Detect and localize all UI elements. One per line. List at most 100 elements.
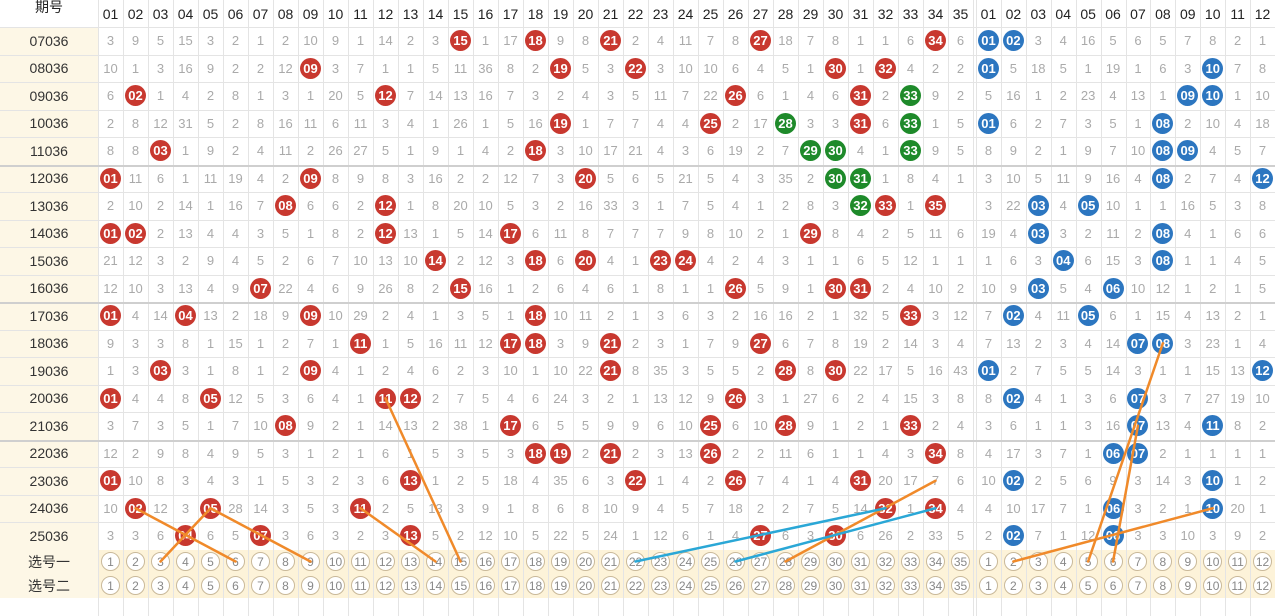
pick-cell[interactable]: 14	[423, 550, 448, 574]
pick-cell[interactable]: 6	[223, 574, 248, 598]
pick-cell[interactable]: 6	[1101, 574, 1126, 598]
pick-cell[interactable]: 22	[623, 574, 648, 598]
pick-number-button[interactable]: 6	[226, 552, 245, 571]
pick-cell[interactable]: 9	[298, 574, 323, 598]
pick-number-button[interactable]: 6	[1103, 552, 1123, 571]
pick-number-button[interactable]: 10	[326, 576, 345, 595]
pick-cell[interactable]: 9	[1175, 550, 1200, 574]
pick-number-button[interactable]: 33	[901, 576, 920, 595]
pick-number-button[interactable]: 3	[151, 552, 170, 571]
pick-number-button[interactable]: 16	[476, 552, 495, 571]
pick-number-button[interactable]: 32	[876, 552, 895, 571]
pick-number-button[interactable]: 35	[951, 576, 970, 595]
pick-number-button[interactable]: 4	[176, 576, 195, 595]
pick-cell[interactable]: 16	[473, 574, 498, 598]
pick-cell[interactable]: 11	[1225, 574, 1250, 598]
pick-cell[interactable]: 11	[348, 574, 373, 598]
pick-number-button[interactable]: 25	[701, 552, 720, 571]
pick-cell[interactable]: 1	[976, 550, 1001, 574]
pick-cell[interactable]: 8	[1150, 550, 1175, 574]
pick-number-button[interactable]: 5	[201, 552, 220, 571]
pick-number-button[interactable]: 4	[176, 552, 195, 571]
pick-number-button[interactable]: 9	[301, 552, 320, 571]
pick-number-button[interactable]: 3	[151, 576, 170, 595]
pick-number-button[interactable]: 1	[978, 552, 998, 571]
pick-cell[interactable]: 12	[373, 574, 398, 598]
pick-number-button[interactable]: 7	[1128, 576, 1148, 595]
pick-number-button[interactable]: 13	[401, 552, 420, 571]
pick-number-button[interactable]: 10	[1203, 576, 1223, 595]
pick-cell[interactable]: 5	[198, 574, 223, 598]
pick-number-button[interactable]: 7	[251, 576, 270, 595]
pick-number-button[interactable]: 5	[1078, 576, 1098, 595]
pick-cell[interactable]: 3	[148, 574, 173, 598]
pick-number-button[interactable]: 9	[1178, 552, 1198, 571]
pick-number-button[interactable]: 24	[676, 576, 695, 595]
pick-cell[interactable]: 6	[1101, 550, 1126, 574]
pick-number-button[interactable]: 34	[926, 576, 945, 595]
pick-number-button[interactable]: 3	[1028, 576, 1048, 595]
pick-cell[interactable]: 19	[548, 574, 573, 598]
pick-number-button[interactable]: 35	[951, 552, 970, 571]
pick-cell[interactable]: 10	[323, 574, 348, 598]
pick-number-button[interactable]: 25	[701, 576, 720, 595]
pick-cell[interactable]: 27	[748, 574, 773, 598]
pick-cell[interactable]: 7	[248, 550, 273, 574]
pick-cell[interactable]: 3	[1026, 574, 1051, 598]
pick-number-button[interactable]: 11	[351, 576, 370, 595]
pick-cell[interactable]: 3	[148, 550, 173, 574]
pick-cell[interactable]: 4	[1051, 574, 1076, 598]
pick-cell[interactable]: 19	[548, 550, 573, 574]
pick-cell[interactable]: 5	[1076, 574, 1101, 598]
pick-number-button[interactable]: 10	[326, 552, 345, 571]
pick-number-button[interactable]: 31	[851, 576, 870, 595]
pick-number-button[interactable]: 7	[251, 552, 270, 571]
pick-cell[interactable]: 4	[173, 574, 198, 598]
pick-number-button[interactable]: 22	[626, 576, 645, 595]
pick-number-button[interactable]: 10	[1203, 552, 1223, 571]
pick-cell[interactable]: 13	[398, 550, 423, 574]
pick-number-button[interactable]: 17	[501, 576, 520, 595]
pick-cell[interactable]: 2	[1001, 550, 1026, 574]
pick-cell[interactable]: 7	[1126, 574, 1151, 598]
pick-number-button[interactable]: 1	[101, 576, 120, 595]
pick-number-button[interactable]: 13	[401, 576, 420, 595]
pick-number-button[interactable]: 12	[376, 552, 395, 571]
pick-cell[interactable]: 18	[523, 574, 548, 598]
pick-cell[interactable]: 18	[523, 550, 548, 574]
pick-cell[interactable]: 20	[573, 550, 598, 574]
pick-number-button[interactable]: 21	[601, 576, 620, 595]
pick-number-button[interactable]: 15	[451, 552, 470, 571]
pick-number-button[interactable]: 22	[626, 552, 645, 571]
pick-number-button[interactable]: 24	[676, 552, 695, 571]
pick-cell[interactable]: 35	[948, 574, 973, 598]
pick-number-button[interactable]: 12	[1253, 552, 1273, 571]
pick-cell[interactable]: 8	[273, 574, 298, 598]
pick-cell[interactable]: 33	[898, 574, 923, 598]
pick-number-button[interactable]: 21	[601, 552, 620, 571]
pick-number-button[interactable]: 8	[1153, 576, 1173, 595]
pick-number-button[interactable]: 23	[651, 576, 670, 595]
pick-number-button[interactable]: 7	[1128, 552, 1148, 571]
pick-number-button[interactable]: 27	[751, 552, 770, 571]
pick-number-button[interactable]: 4	[1053, 576, 1073, 595]
pick-cell[interactable]: 4	[1051, 550, 1076, 574]
pick-cell[interactable]: 6	[223, 550, 248, 574]
pick-number-button[interactable]: 2	[126, 552, 145, 571]
pick-number-button[interactable]: 28	[776, 576, 795, 595]
pick-cell[interactable]: 17	[498, 550, 523, 574]
pick-cell[interactable]: 20	[573, 574, 598, 598]
pick-number-button[interactable]: 1	[101, 552, 120, 571]
pick-cell[interactable]: 34	[923, 574, 948, 598]
pick-cell[interactable]: 1	[976, 574, 1001, 598]
pick-number-button[interactable]: 18	[526, 552, 545, 571]
pick-cell[interactable]: 26	[723, 550, 748, 574]
pick-number-button[interactable]: 12	[1253, 576, 1273, 595]
pick-number-button[interactable]: 5	[1078, 552, 1098, 571]
pick-number-button[interactable]: 20	[576, 576, 595, 595]
pick-number-button[interactable]: 26	[726, 552, 745, 571]
pick-number-button[interactable]: 18	[526, 576, 545, 595]
pick-number-button[interactable]: 23	[651, 552, 670, 571]
pick-cell[interactable]: 27	[748, 550, 773, 574]
pick-cell[interactable]: 17	[498, 574, 523, 598]
